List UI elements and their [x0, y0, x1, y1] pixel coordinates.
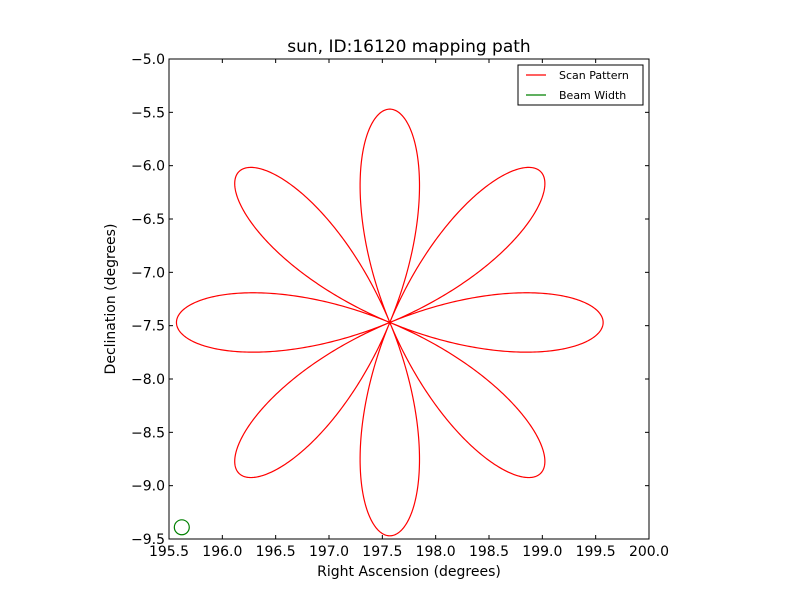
chart-title: sun, ID:16120 mapping path — [287, 37, 530, 57]
x-tick-label: 197.0 — [309, 544, 349, 560]
x-tick-label: 196.5 — [256, 544, 296, 560]
x-tick-label: 198.5 — [469, 544, 509, 560]
legend-box — [517, 64, 644, 106]
x-tick-label: 199.0 — [522, 544, 562, 560]
y-tick-label: −8.5 — [131, 425, 165, 441]
y-tick-label: −8.0 — [131, 372, 165, 388]
ticks: 195.5 196.0 196.5 197.0 197.5 198.0 198.5 199.0… — [131, 52, 669, 560]
y-tick-label: −9.5 — [131, 532, 165, 548]
beam-width-circle — [173, 519, 190, 536]
y-axis-label: Declination (degrees) — [103, 224, 119, 375]
y-tick-label: −6.0 — [131, 159, 165, 175]
x-tick-label: 196.0 — [202, 544, 242, 560]
y-tick-label: −5.5 — [131, 105, 165, 121]
x-tick-label: 200.0 — [629, 544, 669, 560]
y-tick-label: −6.5 — [131, 212, 165, 228]
x-tick-label: 198.0 — [416, 544, 456, 560]
x-tick-label: 195.5 — [149, 544, 189, 560]
plot-marks — [173, 108, 604, 537]
y-tick-label: −5.0 — [131, 52, 165, 68]
legend-label-scan-pattern: Scan Pattern — [559, 69, 629, 82]
plot-frame — [168, 58, 650, 540]
y-tick-label: −7.0 — [131, 265, 165, 281]
x-tick-label: 199.5 — [576, 544, 616, 560]
legend-label-beam-width: Beam Width — [559, 89, 626, 102]
y-tick-label: −7.5 — [131, 319, 165, 335]
x-axis-label: Right Ascension (degrees) — [317, 564, 501, 580]
scan-pattern-line — [175, 108, 604, 537]
legend: Scan Pattern Beam Width — [517, 64, 644, 106]
x-tick-label: 197.5 — [362, 544, 402, 560]
plot-area — [169, 59, 649, 539]
y-tick-label: −9.0 — [131, 479, 165, 495]
